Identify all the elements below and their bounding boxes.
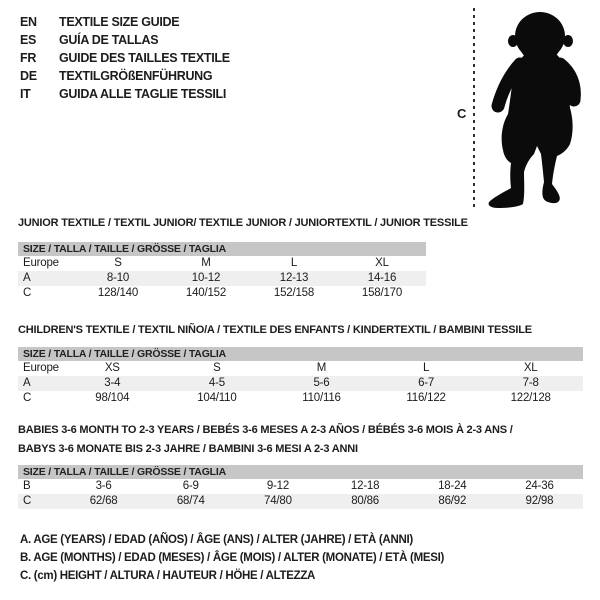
table-cell: 92/98 [525,495,554,507]
section-title-line: BABYS 3-6 MONATE BIS 2-3 JAHRE / BAMBINI… [18,443,358,455]
row-label: Europe [23,362,59,374]
size-table: SIZE / TALLA / TAILLE / GRÖSSE / TAGLIA E… [18,242,426,301]
table-cell: 3-6 [95,480,112,492]
language-row: EN TEXTILE SIZE GUIDE [20,13,230,31]
section-title: CHILDREN'S TEXTILE / TEXTIL NIÑO/A / TEX… [18,321,532,340]
size-header-band: SIZE / TALLA / TAILLE / GRÖSSE / TAGLIA [18,242,426,256]
language-row: FR GUIDE DES TAILLES TEXTILE [20,49,230,67]
section-title-line: BABIES 3-6 MONTH TO 2-3 YEARS / BEBÉS 3-… [18,424,513,436]
size-header-band: SIZE / TALLA / TAILLE / GRÖSSE / TAGLIA [18,347,583,361]
language-title: GUIDA ALLE TAGLIE TESSILI [59,87,227,101]
table-cell: 104/110 [197,392,237,404]
table-cell: 14-16 [367,272,397,284]
table-cell: 6-7 [418,377,435,389]
table-row: B 3-6 6-9 9-12 12-18 18-24 24-36 [18,479,583,494]
language-title: GUÍA DE TALLAS [59,33,159,47]
table-cell: L [290,257,298,269]
table-cell: XS [104,362,120,374]
row-label: A [23,272,31,284]
height-dashed-line [473,8,475,209]
table-row: A 8-10 10-12 12-13 14-16 [18,271,426,286]
table-cell: 3-4 [104,377,121,389]
row-label: Europe [23,257,59,269]
language-row: ES GUÍA DE TALLAS [20,31,230,49]
row-label: C [23,287,32,299]
language-title: TEXTILGRÖßENFÜHRUNG [59,69,213,83]
table-cell: 5-6 [313,377,330,389]
row-label: C [23,392,32,404]
height-measure-label: C [457,106,467,121]
table-cell: 9-12 [266,480,290,492]
table-cell: 122/128 [510,392,551,404]
table-cell: 68/74 [176,495,205,507]
legend-line: B. AGE (MONTHS) / EDAD (MESES) / ÂGE (MO… [20,552,445,564]
table-cell: 158/170 [361,287,403,299]
table-cell: 86/92 [438,495,467,507]
table-cell: XL [375,257,389,269]
size-header-band: SIZE / TALLA / TAILLE / GRÖSSE / TAGLIA [18,465,583,479]
legend-line: C. (cm) HEIGHT / ALTURA / HAUTEUR / HÖHE… [20,570,316,582]
row-label: B [23,480,31,492]
table-cell: 4-5 [208,377,225,389]
table-row: C 128/140 140/152 152/158 158/170 [18,286,426,301]
language-code: ES [20,33,37,47]
legend: A. AGE (YEARS) / EDAD (AÑOS) / ÂGE (ANS)… [20,531,444,585]
table-cell: 98/104 [95,392,130,404]
section-title-line: JUNIOR TEXTILE / TEXTIL JUNIOR/ TEXTILE … [18,217,468,229]
table-cell: 6-9 [182,480,199,492]
language-title: GUIDE DES TAILLES TEXTILE [59,51,230,65]
table-cell: 116/122 [406,392,446,404]
size-table: SIZE / TALLA / TAILLE / GRÖSSE / TAGLIA B… [18,465,583,509]
table-cell: 12-13 [279,272,309,284]
table-cell: S [213,362,221,374]
table-cell: 12-18 [350,480,380,492]
table-cell: 140/152 [185,287,227,299]
table-cell: 74/80 [264,495,292,507]
table-cell: S [114,257,122,269]
table-row: Europe S M L XL [18,256,426,271]
language-code: IT [20,87,31,101]
section-title: BABIES 3-6 MONTH TO 2-3 YEARS / BEBÉS 3-… [18,421,513,459]
language-title: TEXTILE SIZE GUIDE [59,15,180,29]
table-cell: 24-36 [525,480,554,492]
table-row: A 3-4 4-5 5-6 6-7 7-8 [18,376,583,391]
table-row: C 62/68 68/74 74/80 80/86 86/92 92/98 [18,494,583,509]
table-cell: 80/86 [351,495,379,507]
table-row: C 98/104 104/110 110/116 116/122 122/128 [18,391,583,406]
baby-silhouette-icon [488,12,581,208]
table-cell: 110/116 [302,392,341,404]
table-cell: L [422,362,430,374]
section-title-line: CHILDREN'S TEXTILE / TEXTIL NIÑO/A / TEX… [18,324,532,336]
legend-line: A. AGE (YEARS) / EDAD (AÑOS) / ÂGE (ANS)… [20,534,413,546]
table-cell: 18-24 [438,480,467,492]
table-cell: 62/68 [89,495,118,507]
table-row: Europe XS S M L XL [18,361,583,376]
row-label: A [23,377,31,389]
section-title: JUNIOR TEXTILE / TEXTIL JUNIOR/ TEXTILE … [18,214,468,233]
table-cell: M [316,362,327,374]
size-table: SIZE / TALLA / TAILLE / GRÖSSE / TAGLIA E… [18,347,583,406]
row-label: C [23,495,32,507]
language-header: EN TEXTILE SIZE GUIDE ES GUÍA DE TALLAS FR GU… [20,13,230,103]
language-code: FR [20,51,37,65]
language-row: IT GUIDA ALLE TAGLIE TESSILI [20,85,230,103]
language-code: EN [20,15,37,29]
table-cell: 152/158 [273,287,315,299]
table-cell: 128/140 [97,287,139,299]
table-cell: 8-10 [106,272,130,284]
table-cell: 10-12 [191,272,221,284]
language-code: DE [20,69,37,83]
table-cell: M [201,257,211,269]
language-row: DE TEXTILGRÖßENFÜHRUNG [20,67,230,85]
table-cell: 7-8 [522,377,539,389]
table-cell: XL [523,362,538,374]
